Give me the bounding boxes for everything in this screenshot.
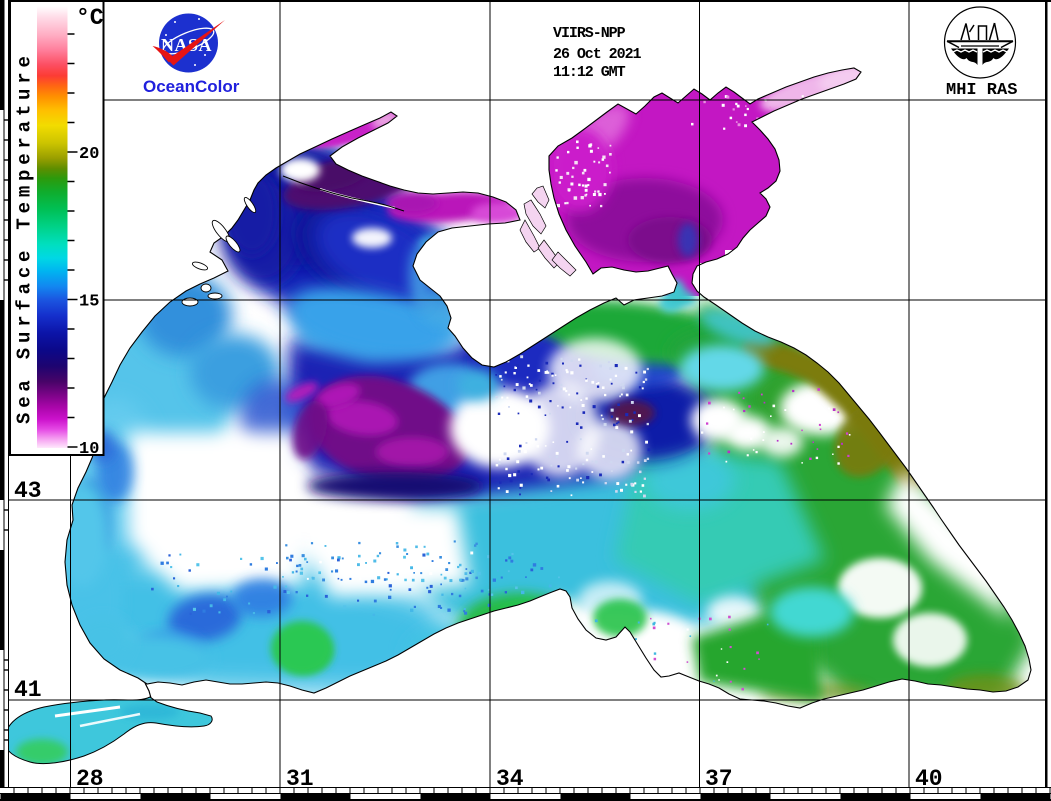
svg-text:11:12 GMT: 11:12 GMT (553, 64, 626, 81)
svg-text:°C: °C (76, 5, 104, 31)
svg-text:10: 10 (79, 440, 99, 459)
svg-text:20: 20 (79, 145, 99, 164)
svg-text:43: 43 (14, 478, 42, 504)
svg-text:26 Oct 2021: 26 Oct 2021 (553, 46, 642, 63)
svg-text:OceanColor: OceanColor (143, 77, 240, 96)
svg-text:Sea Surface Temperature: Sea Surface Temperature (14, 51, 36, 424)
svg-text:MHI RAS: MHI RAS (946, 81, 1017, 100)
svg-text:VIIRS-NPP: VIIRS-NPP (553, 25, 626, 42)
svg-text:15: 15 (79, 293, 99, 312)
svg-text:41: 41 (14, 677, 42, 703)
